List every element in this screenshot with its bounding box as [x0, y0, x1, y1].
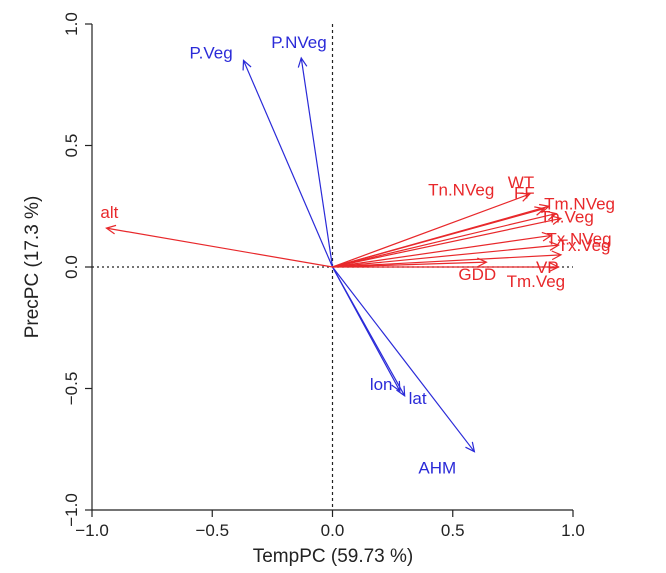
vector-gdd	[332, 257, 488, 268]
vector-arrowhead	[297, 56, 308, 68]
vector-label-tx-veg: Tx.Veg	[558, 236, 611, 255]
vector-arrowhead	[391, 380, 401, 393]
vector-shaft	[106, 227, 333, 268]
vector-label-tn-nveg: Tn.NVeg	[428, 181, 494, 200]
y-axis-ticks: −1.0 −0.5 0.0 0.5 1.0	[62, 12, 92, 527]
vector-arrowhead	[548, 241, 560, 251]
y-tick-label: −1.0	[62, 493, 81, 527]
vector-label-gdd: GDD	[458, 265, 496, 284]
vector-p-nveg	[297, 56, 334, 268]
x-tick-label: 1.0	[561, 521, 585, 540]
vector-arrowhead	[534, 206, 546, 216]
vector-arrowhead	[549, 262, 560, 272]
vector-label-p-nveg: P.NVeg	[271, 33, 326, 52]
vector-ff	[332, 203, 551, 268]
vector-label-tm-nveg: Tm.NVeg	[544, 195, 615, 214]
vector-arrowhead	[546, 210, 558, 221]
vector-arrowhead	[519, 192, 532, 202]
vector-label-p-veg: P.Veg	[190, 43, 233, 62]
vector-arrowhead	[105, 224, 117, 235]
y-tick-label: 0.0	[62, 255, 81, 279]
x-tick-label: 0.5	[441, 521, 465, 540]
vector-arrowhead	[551, 215, 563, 225]
vector-shaft	[332, 254, 562, 268]
vector-label-tx-nveg: Tx.NVeg	[546, 229, 611, 248]
x-tick-label: −1.0	[75, 521, 109, 540]
vector-tx-veg	[332, 241, 560, 268]
vector-tn-veg	[332, 215, 563, 268]
y-tick-label: 0.5	[62, 134, 81, 158]
x-axis-title: TempPC (59.73 %)	[253, 546, 414, 567]
vector-p-veg	[242, 59, 334, 268]
vector-shaft	[332, 244, 559, 268]
vector-shaft	[332, 212, 557, 268]
vector-shaft	[331, 266, 406, 397]
vector-shaft	[332, 261, 487, 268]
vector-shaft	[332, 217, 562, 268]
vector-tm-nveg	[332, 210, 558, 268]
y-axis-title: PrecPC (17.3 %)	[22, 196, 43, 339]
vector-shaft	[300, 57, 334, 268]
vector-label-alt: alt	[100, 203, 118, 222]
vector-arrowhead	[477, 257, 488, 268]
vector-arrowhead	[538, 203, 551, 214]
vector-alt	[105, 224, 333, 268]
vector-tx-nveg	[332, 231, 553, 268]
y-tick-label: −0.5	[62, 372, 81, 406]
vector-label-wt: WT	[508, 173, 534, 192]
x-tick-label: −0.5	[195, 521, 229, 540]
vector-lat	[331, 266, 406, 397]
vector-arrowhead	[242, 59, 252, 71]
vector-label-ff: FF	[514, 183, 535, 202]
vector-label-tn-veg: Tn.Veg	[540, 207, 594, 226]
vector-label-lat: lat	[409, 389, 427, 408]
y-tick-label: 1.0	[62, 12, 81, 36]
vector-label-ahm: AHM	[418, 459, 456, 478]
vector-wt	[332, 192, 532, 268]
vector-label-tm-veg: Tm.Veg	[507, 272, 566, 291]
vector-vp	[332, 250, 563, 268]
vector-label-vp: VP	[536, 258, 559, 277]
vector-tm-veg	[332, 262, 560, 272]
vector-shaft	[332, 193, 530, 268]
vector-ahm	[332, 266, 476, 453]
vector-arrowhead	[551, 250, 563, 261]
vector-shaft	[332, 234, 552, 268]
vector-shaft	[242, 60, 334, 268]
vector-label-lon: lon	[370, 375, 393, 394]
vector-arrowhead	[541, 231, 553, 242]
vector-arrowhead	[465, 441, 476, 453]
vector-arrows	[105, 56, 563, 453]
x-axis-ticks: −1.0 −0.5 0.0 0.5 1.0	[75, 510, 585, 540]
vector-shaft	[332, 205, 550, 268]
vector-shaft	[332, 266, 475, 453]
x-tick-label: 0.0	[321, 521, 345, 540]
vector-arrowhead	[396, 385, 406, 397]
